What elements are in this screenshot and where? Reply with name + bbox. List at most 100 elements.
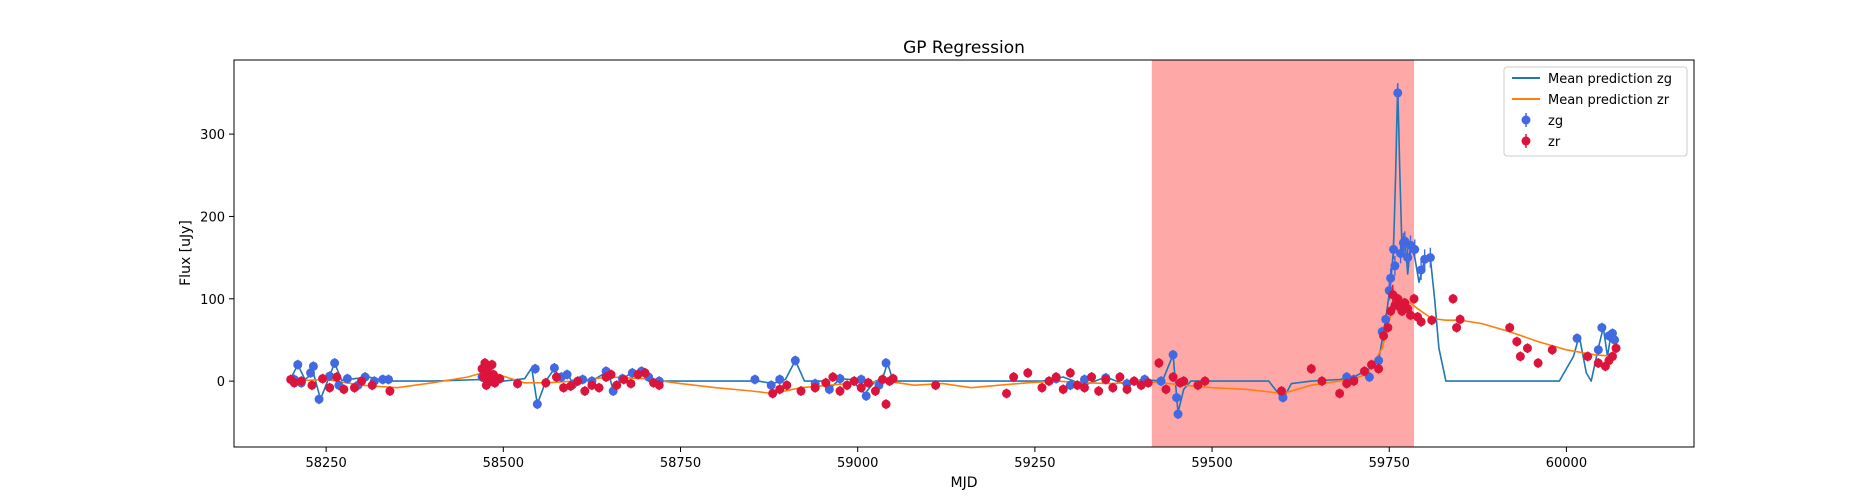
x-tick-label: 59750	[1369, 456, 1410, 471]
data-point-zr	[606, 370, 616, 380]
data-point-zr	[796, 386, 806, 396]
data-point-zr	[821, 378, 831, 388]
data-point-zg	[861, 391, 871, 401]
data-point-zr	[339, 384, 349, 394]
data-point-zr	[1023, 368, 1033, 378]
data-point-zr	[870, 386, 880, 396]
data-point-zg	[1173, 409, 1183, 419]
data-point-zr	[587, 380, 597, 390]
x-tick-label: 59000	[837, 456, 878, 471]
data-point-zr	[1317, 376, 1327, 386]
data-point-zr	[888, 374, 898, 384]
data-point-zr	[1406, 310, 1416, 320]
legend-frame	[1503, 66, 1688, 157]
y-tick-label: 0	[217, 375, 225, 390]
data-point-zr	[1416, 317, 1426, 327]
data-point-zr	[1611, 343, 1621, 353]
data-point-zg	[1374, 356, 1384, 366]
data-point-zg	[881, 358, 891, 368]
data-point-zg	[1597, 323, 1607, 333]
data-point-zr	[1379, 331, 1389, 341]
data-point-zg	[549, 363, 559, 373]
data-point-zg	[308, 361, 318, 371]
data-point-zr	[626, 379, 636, 389]
data-point-zr	[810, 383, 820, 393]
data-point-zg	[835, 374, 845, 384]
legend-label-zr: zr	[1548, 135, 1561, 150]
data-point-zr	[307, 380, 317, 390]
data-point-zr	[931, 380, 941, 390]
data-point-zr	[367, 380, 377, 390]
data-point-zg	[1156, 376, 1166, 386]
data-point-zg	[766, 380, 776, 390]
data-point-zg	[1410, 244, 1420, 254]
data-point-zr	[1115, 372, 1125, 382]
x-tick-label: 60000	[1546, 456, 1587, 471]
data-point-zr	[1359, 366, 1369, 376]
y-tick-label: 300	[200, 128, 225, 143]
data-point-zg	[750, 374, 760, 384]
data-point-zr	[1009, 372, 1019, 382]
y-tick-label: 100	[200, 293, 225, 308]
data-point-zg	[1168, 350, 1178, 360]
data-point-zr	[1200, 376, 1210, 386]
data-point-zr	[349, 383, 359, 393]
data-point-zg	[1403, 253, 1413, 263]
data-point-zr	[1108, 383, 1118, 393]
data-point-zg	[532, 399, 542, 409]
data-point-zr	[1129, 376, 1139, 386]
data-point-zr	[654, 380, 664, 390]
data-point-zr	[612, 380, 622, 390]
data-point-zr	[318, 374, 328, 384]
data-point-zr	[1335, 388, 1345, 398]
data-point-zr	[1505, 323, 1515, 333]
data-point-zr	[863, 378, 873, 388]
data-point-zr	[541, 378, 551, 388]
data-point-zr	[1065, 368, 1075, 378]
data-point-zr	[1087, 372, 1097, 382]
data-point-zr	[296, 376, 306, 386]
data-point-zg	[330, 358, 340, 368]
data-point-zr	[856, 383, 866, 393]
data-point-zr	[566, 381, 576, 391]
data-point-zr	[1427, 315, 1437, 325]
chart-title: GP Regression	[903, 38, 1025, 58]
data-point-zg	[856, 374, 866, 384]
data-point-zr	[1051, 372, 1061, 382]
data-point-zr	[580, 386, 590, 396]
data-point-zg	[1172, 393, 1182, 403]
data-point-zr	[1122, 384, 1132, 394]
data-point-zg	[325, 371, 335, 381]
data-point-zg	[824, 384, 834, 394]
x-tick-label: 58750	[660, 456, 701, 471]
data-point-zr	[775, 384, 785, 394]
data-point-zr	[1583, 351, 1593, 361]
data-point-zr	[1079, 383, 1089, 393]
x-tick-label: 58500	[483, 456, 524, 471]
data-point-zg	[1342, 372, 1352, 382]
data-point-zr	[1512, 337, 1522, 347]
data-point-zr	[1515, 351, 1525, 361]
data-point-zg	[342, 374, 352, 384]
data-point-zr	[1306, 364, 1316, 374]
data-point-zr	[551, 372, 561, 382]
data-point-zr	[512, 379, 522, 389]
data-point-zr	[385, 386, 395, 396]
data-point-zg	[790, 356, 800, 366]
data-point-zr	[782, 380, 792, 390]
data-point-zr	[640, 368, 650, 378]
data-point-zr	[325, 383, 335, 393]
data-point-zr	[487, 360, 497, 370]
data-point-zg	[1572, 333, 1582, 343]
data-point-zr	[1533, 358, 1543, 368]
data-point-zr	[633, 370, 643, 380]
data-point-zr	[842, 380, 852, 390]
data-point-zg	[1593, 345, 1603, 355]
data-point-zr	[1277, 386, 1287, 396]
data-point-zr	[1037, 383, 1047, 393]
data-point-zr	[1593, 358, 1603, 368]
data-point-zr	[1154, 358, 1164, 368]
data-point-zr	[1044, 376, 1054, 386]
data-point-zr	[1193, 380, 1203, 390]
